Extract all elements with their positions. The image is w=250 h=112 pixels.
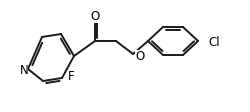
Text: N: N	[20, 64, 28, 77]
Text: O: O	[135, 50, 144, 63]
Text: F: F	[68, 69, 74, 82]
Text: Cl: Cl	[207, 36, 219, 49]
Text: O: O	[90, 10, 99, 23]
